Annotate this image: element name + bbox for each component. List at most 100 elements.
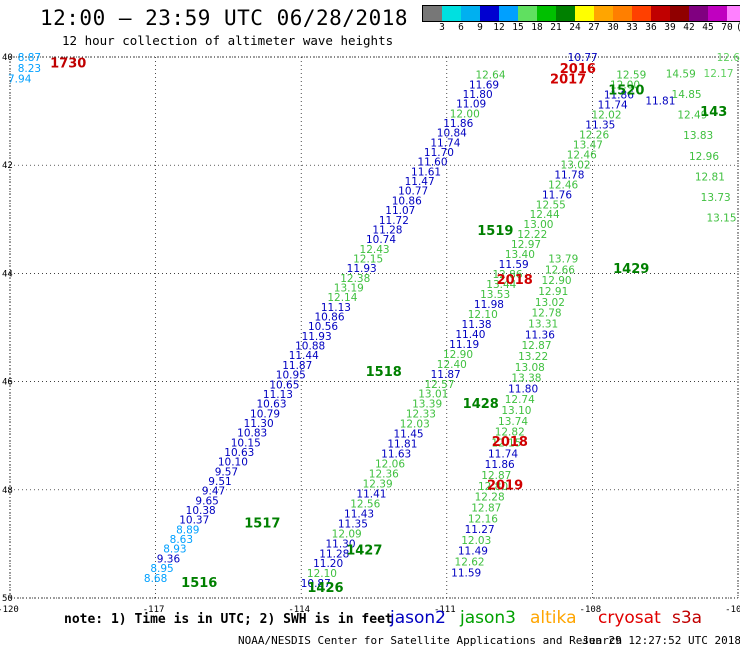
- wave-height-value: 12.17: [704, 68, 734, 80]
- lat-tick-label: 46: [2, 378, 13, 388]
- legend-label: 27: [588, 22, 600, 33]
- wave-height-value: 11.35: [338, 518, 368, 530]
- wave-height-value: 11.13: [321, 302, 351, 314]
- wave-height-value: 12.22: [517, 229, 547, 241]
- wave-height-value: 12.87: [521, 340, 551, 352]
- satellite-legend-cryosat: cryosat: [598, 608, 661, 628]
- wave-height-value: 12.06: [375, 459, 405, 471]
- wave-height-value: 12.91: [538, 286, 568, 298]
- wave-height-value: 11.30: [325, 538, 355, 550]
- wave-height-value: 11.07: [385, 205, 415, 217]
- wave-height-value: 12.00: [610, 80, 640, 92]
- wave-height-value: 12.97: [511, 239, 541, 251]
- wave-height-value: 12.80: [478, 481, 508, 493]
- wave-height-value: 11.36: [525, 329, 555, 341]
- lat-tick-label: 50: [2, 594, 13, 604]
- color-scale-legend: [422, 5, 740, 22]
- map-border: [9, 56, 739, 599]
- wave-height-value: 13.02: [535, 297, 565, 309]
- track-time-label: 1516: [181, 576, 217, 591]
- legend-label: 45: [702, 22, 714, 33]
- wave-height-value: 11.81: [387, 439, 417, 451]
- legend-label: 15: [512, 22, 524, 33]
- legend-swatch: [480, 6, 499, 21]
- track-time-label: 2018: [497, 273, 533, 288]
- wave-height-value: 8.93: [163, 544, 186, 556]
- wave-height-value: 8.95: [150, 563, 173, 575]
- wave-height-value: 12.00: [450, 108, 480, 120]
- wave-height-value: 11.27: [465, 524, 495, 536]
- legend-swatch: [518, 6, 537, 21]
- wave-height-value: 11.86: [443, 118, 473, 130]
- track-time-label: 1427: [346, 543, 382, 558]
- lon-tick-label: -111: [434, 605, 456, 615]
- wave-height-value: 9.47: [202, 486, 225, 498]
- wave-height-value: 11.45: [394, 429, 424, 441]
- wave-height-value: 11.86: [485, 459, 515, 471]
- lon-tick-label: -114: [288, 605, 310, 615]
- wave-height-value: 12.64: [475, 70, 505, 82]
- wave-height-value: 13.08: [515, 362, 545, 374]
- wave-height-value: 13.00: [523, 219, 553, 231]
- track-time-label: 1429: [613, 262, 649, 277]
- wave-height-value: 12.90: [542, 275, 572, 287]
- wave-height-value: 12.46: [567, 149, 597, 161]
- footer-date: Jun 29 12:27:52 UTC 2018: [582, 634, 740, 647]
- note-text: note: 1) Time is in UTC; 2) SWH is in fe…: [64, 612, 393, 627]
- wave-height-value: 10.74: [366, 234, 396, 246]
- legend-label: 3: [439, 22, 445, 33]
- legend-swatch: [632, 6, 651, 21]
- legend-label: 33: [626, 22, 638, 33]
- wave-height-value: 9.51: [208, 476, 231, 488]
- wave-height-value: 12.15: [491, 438, 521, 450]
- wave-height-value: 12.78: [532, 308, 562, 320]
- legend-label: 36: [645, 22, 657, 33]
- wave-height-value: 13.40: [505, 249, 535, 261]
- wave-height-value: 12.59: [616, 70, 646, 82]
- wave-height-value: 10.83: [237, 428, 267, 440]
- wave-height-value: 9.57: [215, 466, 238, 478]
- wave-height-value: 10.84: [437, 128, 467, 140]
- lat-tick-label: 48: [2, 486, 13, 496]
- wave-height-value: 12.14: [327, 292, 357, 304]
- wave-height-value: 11.63: [381, 449, 411, 461]
- wave-height-value: 12.38: [340, 273, 370, 285]
- wave-height-value: 10.77: [398, 186, 428, 198]
- wave-height-value: 12.26: [579, 129, 609, 141]
- wave-height-value: 11.78: [554, 169, 584, 181]
- wave-height-value: 10.15: [231, 437, 261, 449]
- wave-height-value: 13.22: [518, 351, 548, 363]
- wave-height-value: 12.10: [468, 309, 498, 321]
- wave-height-value: 10.86: [392, 195, 422, 207]
- wave-height-value: 10.77: [568, 52, 598, 64]
- wave-height-value: 11.59: [451, 567, 481, 579]
- wave-height-value: 10.63: [256, 399, 286, 411]
- wave-height-value: 11.86: [604, 90, 634, 102]
- legend-label: 39: [664, 22, 676, 33]
- legend-swatch: [727, 6, 740, 21]
- wave-height-value: 12.55: [536, 199, 566, 211]
- wave-height-value: 12.03: [400, 419, 430, 431]
- legend-label: 12: [493, 22, 505, 33]
- wave-height-value: 12.10: [307, 568, 337, 580]
- wave-height-value: 8.23: [18, 63, 41, 75]
- wave-height-value: 11.80: [463, 89, 493, 101]
- wave-height-value: 11.61: [411, 166, 441, 178]
- wave-height-value: 11.44: [289, 350, 319, 362]
- wave-height-value: 12.87: [481, 470, 511, 482]
- lon-tick-label: -117: [143, 605, 165, 615]
- axis-ticks: -120 -117 -114 -111 -108 -105 40 42 44 46 48 50: [0, 53, 740, 615]
- wave-height-value: 11.72: [379, 215, 409, 227]
- wave-height-value: 12.74: [505, 394, 535, 406]
- wave-height-value: 13.83: [683, 130, 713, 142]
- wave-height-value: 10.79: [250, 408, 280, 420]
- wave-height-value: 12.62: [455, 557, 485, 569]
- wave-height-value: 10.86: [314, 312, 344, 324]
- wave-height-value: 9.36: [157, 553, 181, 565]
- wave-height-value: 12.28: [475, 492, 505, 504]
- lon-tick-label: -105: [725, 605, 740, 615]
- wave-height-value: 14.85: [672, 89, 702, 101]
- satellite-legend-s3a: s3a: [672, 608, 703, 628]
- wave-height-value: 13.01: [418, 389, 448, 401]
